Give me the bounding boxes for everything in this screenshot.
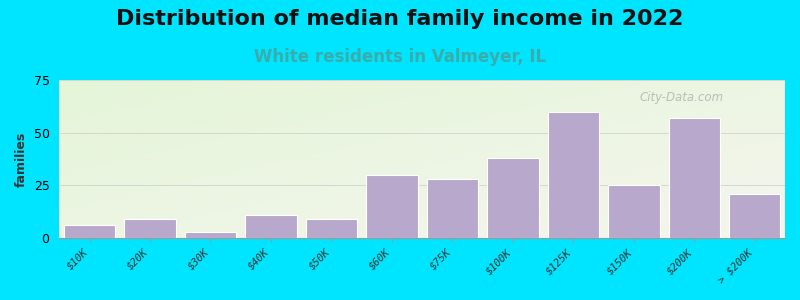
- Bar: [548, 112, 599, 238]
- Text: White residents in Valmeyer, IL: White residents in Valmeyer, IL: [254, 48, 546, 66]
- Bar: [426, 179, 478, 238]
- Bar: [366, 175, 418, 238]
- Bar: [124, 219, 176, 238]
- Bar: [669, 118, 720, 238]
- Bar: [185, 232, 236, 238]
- Bar: [306, 219, 357, 238]
- Bar: [64, 225, 115, 238]
- Bar: [608, 185, 659, 238]
- Bar: [487, 158, 538, 238]
- Bar: [729, 194, 781, 238]
- Y-axis label: families: families: [15, 131, 28, 187]
- Bar: [246, 215, 297, 238]
- Text: Distribution of median family income in 2022: Distribution of median family income in …: [116, 9, 684, 29]
- Text: City-Data.com: City-Data.com: [640, 91, 724, 104]
